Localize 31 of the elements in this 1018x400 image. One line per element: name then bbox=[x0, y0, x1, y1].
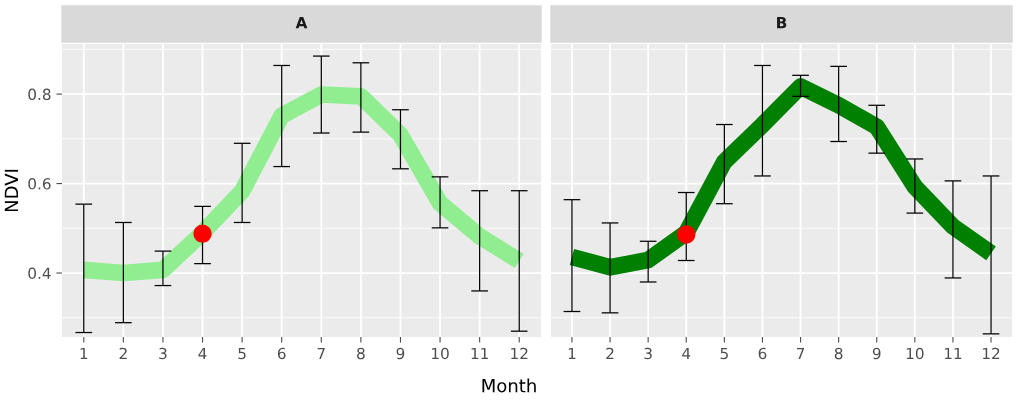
x-tick-label: 5 bbox=[720, 347, 728, 360]
x-tick-label: 1 bbox=[568, 347, 576, 360]
x-tick-label: 4 bbox=[198, 347, 207, 360]
x-tick-label: 3 bbox=[644, 347, 652, 360]
x-tick-label: 6 bbox=[758, 347, 767, 360]
x-tick-label: 6 bbox=[277, 347, 286, 360]
x-tick-label: 2 bbox=[119, 347, 127, 360]
x-tick-label: 5 bbox=[238, 347, 246, 360]
chart-title: A bbox=[295, 17, 308, 29]
x-tick-label: 3 bbox=[159, 347, 167, 360]
x-tick-label: 10 bbox=[432, 347, 449, 360]
y-tick-label: 0.8 bbox=[28, 88, 51, 101]
x-tick-label: 10 bbox=[906, 347, 924, 360]
chart-title: B bbox=[777, 17, 787, 29]
x-tick-label: 8 bbox=[357, 347, 365, 360]
x-tick-label: 12 bbox=[983, 347, 1000, 360]
x-tick-label: 7 bbox=[796, 347, 805, 360]
y-axis-title: NDVI bbox=[4, 169, 18, 212]
x-tick-label: 9 bbox=[396, 347, 405, 360]
y-tick-label: 0.6 bbox=[28, 178, 51, 190]
x-tick-label: 7 bbox=[317, 347, 325, 360]
x-tick-label: 12 bbox=[511, 347, 528, 360]
x-tick-label: 2 bbox=[606, 347, 614, 360]
y-tick-label: 0.4 bbox=[28, 267, 51, 280]
x-tick-label: 9 bbox=[872, 347, 881, 360]
x-tick-label: 1 bbox=[80, 347, 88, 360]
x-tick-label: 8 bbox=[834, 347, 843, 360]
x-axis-title: Month bbox=[482, 378, 536, 393]
x-tick-label: 4 bbox=[682, 347, 691, 360]
x-tick-label: 11 bbox=[471, 347, 488, 360]
x-tick-label: 11 bbox=[944, 347, 962, 360]
